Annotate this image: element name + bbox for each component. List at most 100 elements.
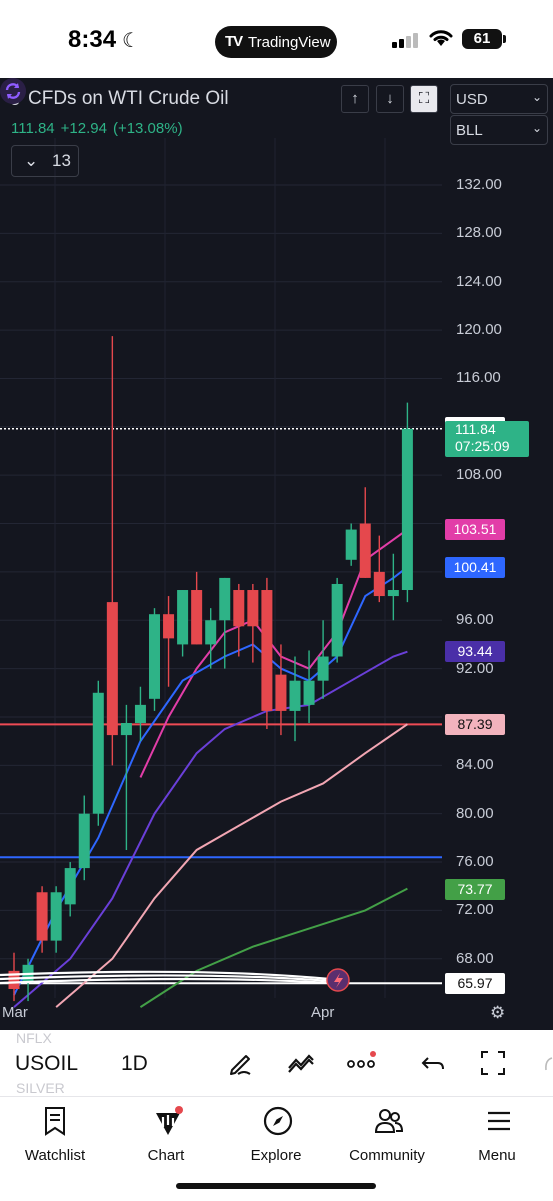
status-bar: 8:34 ☾ TV TradingView 61	[0, 0, 553, 78]
battery-tip	[503, 35, 506, 43]
bookmark-icon	[45, 1107, 65, 1136]
ghost-symbol-above: NFLX	[16, 1030, 52, 1046]
candle-body	[92, 692, 104, 814]
chevron-down-icon: ⌄	[531, 90, 542, 104]
price-axis-tick: 116.00	[456, 369, 501, 387]
candle-body	[359, 523, 371, 578]
last-price: 111.84	[11, 120, 55, 137]
chart-panel[interactable]: CFDs on WTI Crude Oil 111.84 +12.94 (+13.0…	[0, 78, 553, 1030]
price-change-row: 111.84 +12.94 (+13.08%)	[11, 120, 189, 137]
currency-value: USD	[456, 91, 488, 108]
scroll-down-button[interactable]: ↓	[376, 85, 404, 113]
price-axis-tick: 68.00	[456, 949, 494, 967]
candle-body	[8, 970, 20, 989]
chart-settings-icon[interactable]: ⚙	[490, 1003, 506, 1022]
indicators-toggle[interactable]: ⌄ 13	[11, 145, 79, 177]
moving-average-line	[139, 887, 408, 1008]
symbol-selector[interactable]: USOIL	[15, 1052, 79, 1075]
fullscreen-icon[interactable]	[478, 1048, 508, 1078]
undo-icon[interactable]	[418, 1048, 448, 1078]
candle-body	[275, 674, 287, 711]
candle-body	[373, 571, 385, 597]
unit-select[interactable]: BLL ⌄	[450, 115, 548, 145]
ghost-symbol-below: SILVER	[16, 1080, 65, 1096]
candle-body	[177, 590, 189, 645]
price-change: +12.94	[60, 120, 107, 137]
currency-select[interactable]: USD ⌄	[450, 84, 548, 114]
candle-body	[205, 620, 217, 645]
bar-countdown: 07:25:09	[455, 437, 510, 454]
more-options-icon[interactable]	[346, 1048, 376, 1078]
candle-body	[303, 680, 315, 705]
nav-menu-label: Menu	[478, 1147, 516, 1164]
candle-body	[219, 577, 231, 621]
watermark-stroke	[0, 970, 331, 981]
candle-body	[134, 704, 146, 724]
price-axis-tick: 124.00	[456, 272, 502, 290]
tradingview-logo-icon: TV	[225, 33, 243, 50]
price-axis-tick: 120.00	[456, 321, 502, 339]
candle-body	[345, 529, 357, 560]
watermark-stroke	[0, 977, 331, 985]
candle-body	[149, 614, 160, 699]
candle-body	[289, 680, 301, 711]
x-label-mar: Mar	[2, 1004, 28, 1021]
price-axis-tick: 96.00	[456, 611, 494, 629]
candle-body	[78, 813, 90, 869]
price-badge: 103.51	[445, 519, 505, 541]
price-badge: 65.97	[445, 973, 505, 995]
auto-scale-icon: ⛶	[418, 90, 430, 107]
current-price: 111.84	[455, 420, 496, 437]
wifi-icon	[429, 30, 453, 46]
price-badge: 100.41	[445, 556, 505, 578]
home-indicator	[176, 1183, 376, 1189]
arrow-up-icon: ↑	[351, 90, 359, 107]
drawing-pen-icon[interactable]	[226, 1048, 256, 1078]
price-axis-tick: 108.00	[456, 466, 502, 484]
overflow-edge-icon	[545, 1057, 553, 1071]
candle-body	[36, 892, 48, 941]
arrow-down-icon: ↓	[386, 90, 394, 107]
price-axis-tick: 128.00	[456, 224, 502, 242]
tradingview-pill[interactable]: TV TradingView	[215, 26, 337, 58]
price-axis-tick: 76.00	[456, 853, 494, 871]
current-price-badge: 111.84 07:25:09	[445, 420, 529, 457]
candle-body	[401, 428, 413, 591]
compass-icon	[263, 1106, 293, 1136]
nav-chart-label: Chart	[147, 1147, 185, 1164]
chevron-down-icon: ⌄	[24, 151, 39, 170]
candle-body	[247, 590, 259, 627]
moon-icon: ☾	[122, 30, 140, 52]
candle-body	[191, 590, 203, 645]
candle-body	[233, 590, 245, 627]
candle-body	[120, 723, 132, 736]
price-badge: 93.44	[445, 641, 505, 663]
tradingview-pill-label: TradingView	[248, 34, 331, 51]
scroll-up-button[interactable]: ↑	[341, 85, 369, 113]
sync-icon[interactable]	[0, 78, 26, 104]
candle-body	[317, 656, 329, 681]
x-label-apr: Apr	[311, 1004, 335, 1021]
battery-icon: 61	[462, 29, 502, 49]
cellular-signal-icon	[392, 32, 420, 48]
chart-icon	[156, 1106, 183, 1135]
lightning-icon	[334, 973, 343, 988]
watermark-stroke	[0, 974, 331, 983]
interval-selector[interactable]: 1D	[121, 1052, 148, 1075]
unit-value: BLL	[456, 122, 483, 139]
indicators-icon[interactable]	[286, 1048, 316, 1078]
price-change-percent: (+13.08%)	[112, 120, 183, 137]
bottom-nav: Watchlist Chart Explore Community Menu	[0, 1096, 553, 1201]
price-axis-tick: 132.00	[456, 176, 502, 193]
nav-watchlist-label: Watchlist	[24, 1147, 86, 1164]
candle-body	[163, 614, 175, 639]
symbol-title-row[interactable]: CFDs on WTI Crude Oil	[10, 88, 229, 110]
auto-scale-button[interactable]: ⛶	[410, 85, 438, 113]
nav-explore-label: Explore	[250, 1147, 302, 1164]
price-chart[interactable]	[0, 78, 553, 1030]
hamburger-icon	[488, 1111, 510, 1131]
candle-body	[106, 602, 118, 736]
moving-average-line	[55, 723, 408, 1008]
candle-body	[50, 892, 62, 941]
candle-body	[331, 583, 343, 657]
